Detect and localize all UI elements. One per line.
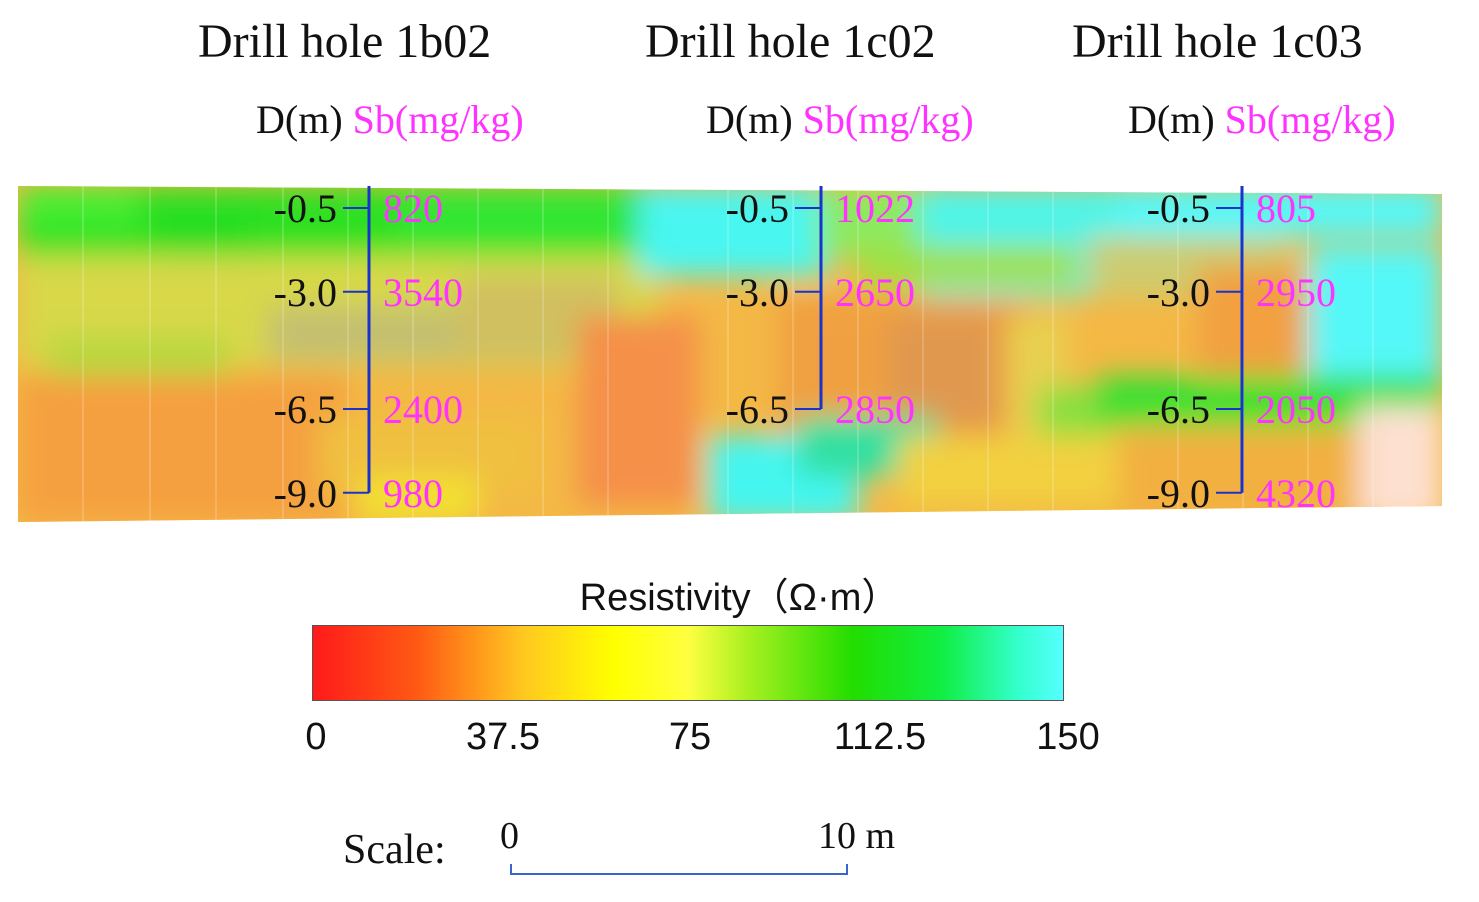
column-header-1c03: D(m) Sb(mg/kg) <box>1128 96 1396 143</box>
depth-header: D(m) <box>1128 97 1215 142</box>
sb-header: Sb(mg/kg) <box>352 97 524 142</box>
resistivity-field <box>18 186 1442 522</box>
colorbar-tick-112-5: 112.5 <box>833 716 927 758</box>
column-header-1b02: D(m) Sb(mg/kg) <box>256 96 524 143</box>
sb-header: Sb(mg/kg) <box>1224 97 1396 142</box>
sb-value: 3540 <box>383 270 463 315</box>
scale-end: 10 m <box>818 815 896 857</box>
column-header-1c02: D(m) Sb(mg/kg) <box>706 96 974 143</box>
sb-value: 2050 <box>1256 387 1336 432</box>
boreholes-layer: -0.5 820 -3.0 3540 -6.5 2400 -9.0 980 -0.5 1022 -3… <box>274 186 1336 516</box>
sb-value: 2850 <box>835 387 915 432</box>
depth-label: -0.5 <box>1147 186 1210 231</box>
colorbar-tick-0: 0 <box>305 716 327 758</box>
sb-value: 2650 <box>835 270 915 315</box>
scale-start: 0 <box>500 815 519 857</box>
depth-label: -6.5 <box>274 387 337 432</box>
drill-hole-title-1b02: Drill hole 1b02 <box>198 15 492 68</box>
depth-header: D(m) <box>706 97 793 142</box>
depth-label: -0.5 <box>726 186 789 231</box>
colorbar <box>312 625 1064 701</box>
drill-hole-title-1c03: Drill hole 1c03 <box>1072 15 1363 68</box>
drill-hole-title-1c02: Drill hole 1c02 <box>645 15 936 68</box>
depth-label: -3.0 <box>274 270 337 315</box>
scale-bar <box>510 864 848 875</box>
depth-label: -3.0 <box>726 270 789 315</box>
depth-label: -0.5 <box>274 186 337 231</box>
sb-header: Sb(mg/kg) <box>802 97 974 142</box>
scale-label: Scale: <box>343 827 446 873</box>
depth-label: -3.0 <box>1147 270 1210 315</box>
colorbar-tick-37-5: 37.5 <box>466 716 540 758</box>
sb-value: 2400 <box>383 387 463 432</box>
colorbar-tick-75: 75 <box>668 716 712 758</box>
depth-label: -9.0 <box>274 471 337 516</box>
depth-label: -6.5 <box>726 387 789 432</box>
depth-header: D(m) <box>256 97 343 142</box>
depth-label: -9.0 <box>1147 471 1210 516</box>
sb-value: 2950 <box>1256 270 1336 315</box>
depth-label: -6.5 <box>1147 387 1210 432</box>
sb-value: 820 <box>383 186 443 231</box>
colorbar-title: Resistivity（Ω·m） <box>579 577 900 619</box>
sb-value: 980 <box>383 471 443 516</box>
sb-value: 4320 <box>1256 471 1336 516</box>
sb-value: 805 <box>1256 186 1316 231</box>
sb-value: 1022 <box>835 186 915 231</box>
resistivity-section: -0.5 820 -3.0 3540 -6.5 2400 -9.0 980 -0.5 1022 -3… <box>18 186 1442 522</box>
colorbar-tick-150: 150 <box>1036 716 1100 758</box>
